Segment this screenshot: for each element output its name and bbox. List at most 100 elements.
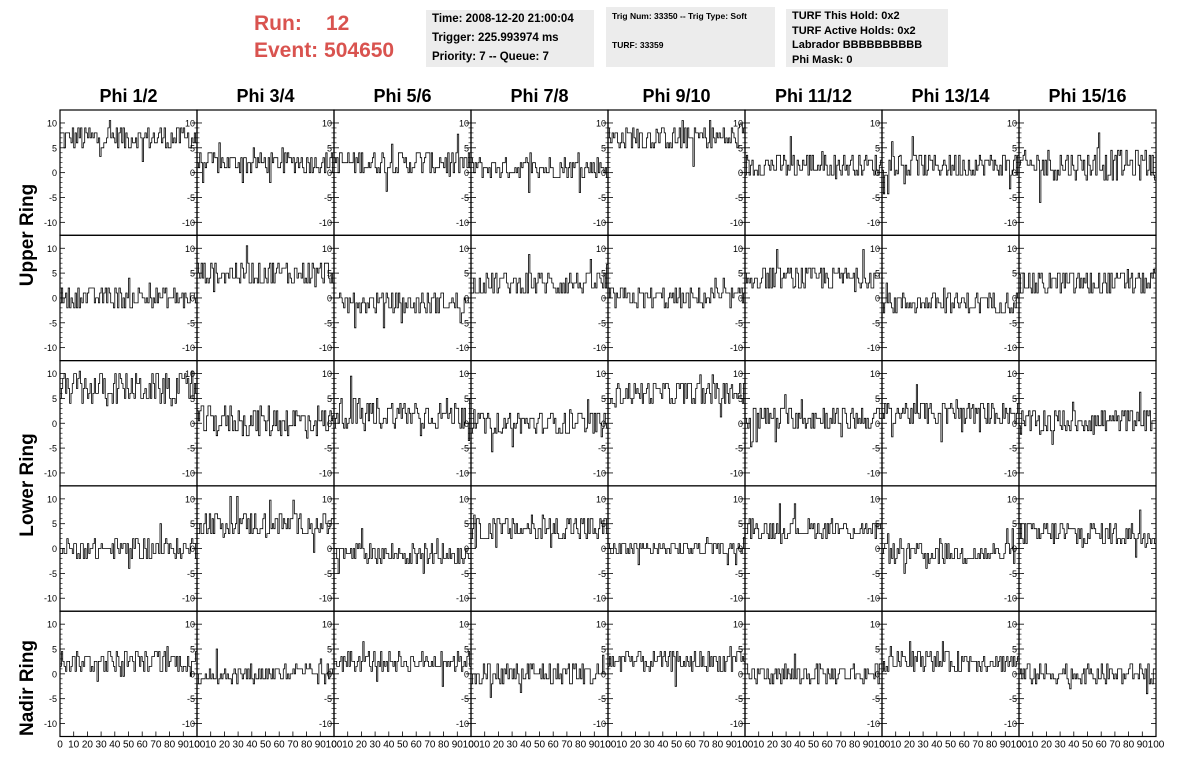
x-tick-label: 10 [205,740,217,751]
y-tick-label: 5 [327,394,332,404]
y-tick-label: -10 [182,218,195,228]
x-tick-label: 80 [849,740,861,751]
x-tick-label: 20 [767,740,779,751]
y-tick-label: 0 [1012,419,1017,429]
waveform-trace [197,245,334,293]
panel-frame [196,234,335,362]
x-tick-label: 50 [260,740,272,751]
x-tick-label: 20 [356,740,368,751]
x-tick-label: 60 [822,740,834,751]
x-tick-label: 30 [507,740,519,751]
y-tick-label: -5 [461,444,469,454]
panel-frame [333,360,472,487]
y-tick-label: -5 [1009,444,1017,454]
waveform-panel: -10 -5 0 5 10 [319,109,472,236]
y-tick-label: 5 [327,645,332,655]
waveform-trace [60,277,197,309]
time-text: Time: 2008-12-20 21:00:04 [432,13,574,25]
y-tick-label: 10 [47,118,57,128]
waveform-panel: -10 -5 0 5 10 [44,360,198,487]
x-tick-label: 70 [287,740,299,751]
y-tick-label: 10 [733,620,743,630]
waveform-trace [60,523,197,569]
y-tick-label: 10 [47,244,57,254]
y-tick-label: 0 [875,293,880,303]
waveform-panel: -10 -5 0 5 10 [1004,109,1157,236]
waveform-trace [471,152,608,193]
y-tick-label: 0 [327,544,332,554]
x-tick-label: 70 [698,740,710,751]
x-tick-label: 60 [548,740,560,751]
waveform-trace [197,648,334,685]
y-tick-label: 5 [327,269,332,279]
x-tick-label: 40 [657,740,669,751]
y-tick-label: 0 [327,419,332,429]
waveform-trace [334,641,471,687]
y-tick-label: 0 [190,669,195,679]
y-tick-label: 0 [190,293,195,303]
event-label: Event: [254,39,319,62]
panel-frame [1018,234,1157,362]
y-tick-label: -10 [456,719,469,729]
y-tick-label: 5 [875,519,880,529]
y-tick-label: 0 [601,669,606,679]
trig-num-text: Trig Num: 33350 -- Trig Type: Soft [612,11,747,21]
x-tick-label: 90 [178,740,190,751]
x-tick-label: 90 [1000,740,1012,751]
y-tick-label: 0 [327,669,332,679]
y-tick-label: 10 [322,494,332,504]
y-tick-label: 0 [1012,168,1017,178]
y-tick-label: 0 [738,419,743,429]
y-tick-label: 5 [1012,394,1017,404]
panel-frame [59,610,198,738]
y-tick-label: -5 [187,694,195,704]
phi-mask-text: Phi Mask: 0 [792,53,853,66]
y-tick-label: 0 [464,168,469,178]
waveform-panel: -10 -5 0 5 10 [44,109,198,236]
waveform-trace [745,136,882,180]
column-header: Phi 9/10 [642,86,711,106]
y-tick-label: 10 [459,369,469,379]
y-tick-label: 5 [327,519,332,529]
waveform-trace [197,405,334,439]
panel-frame [744,485,883,612]
waveform-trace [1019,509,1156,558]
y-tick-label: 5 [190,519,195,529]
y-tick-label: 10 [185,620,195,630]
column-header: Phi 5/6 [373,86,432,106]
x-tick-label: 0 [331,740,337,751]
labrador-text: Labrador BBBBBBBBBB [792,39,923,51]
y-tick-label: 5 [52,143,57,153]
y-tick-label: -5 [735,444,743,454]
waveform-panel: -10 -5 0 5 10 [867,360,1020,487]
y-tick-label: 10 [1007,620,1017,630]
y-tick-label: 10 [733,494,743,504]
waveform-trace [60,646,197,682]
y-tick-label: 5 [190,269,195,279]
x-tick-label: 30 [781,740,793,751]
x-tick-label: 90 [452,740,464,751]
y-tick-label: 0 [601,293,606,303]
waveform-panel: -10 -5 0 5 10 [44,485,198,612]
x-tick-label: 70 [1109,740,1121,751]
x-tick-label: 10 [890,740,902,751]
x-tick-label: 0 [605,740,611,751]
y-tick-label: -10 [593,594,606,604]
y-tick-label: -5 [187,569,195,579]
priority-text: Priority: 7 -- Queue: 7 [432,51,549,63]
y-tick-label: -5 [735,318,743,328]
waveform-trace [745,653,882,685]
x-tick-label: 50 [808,740,820,751]
x-tick-label: 50 [123,740,135,751]
y-tick-label: 10 [1007,494,1017,504]
x-tick-label: 30 [644,740,656,751]
waveform-trace [608,277,745,309]
y-tick-label: -5 [598,694,606,704]
y-tick-label: 10 [733,244,743,254]
